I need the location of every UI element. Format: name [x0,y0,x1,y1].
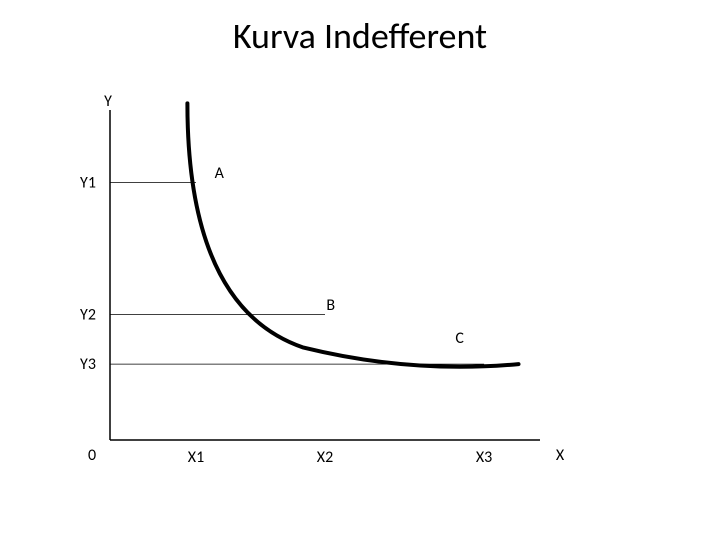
x-tick-label: X3 [476,448,492,467]
point-label: A [215,164,225,183]
point-label: C [455,329,464,348]
y-axis-label: Y [104,92,112,111]
y-tick-label: Y3 [80,355,96,374]
point-label: B [326,296,335,315]
page-title: Kurva Indefferent [0,14,720,58]
y-tick-label: Y2 [80,306,96,325]
indifference-curve [187,103,518,366]
y-tick-label: Y1 [80,174,96,193]
x-tick-label: X2 [317,448,333,467]
x-axis-label: X [556,446,565,465]
origin-label: 0 [88,446,96,465]
x-tick-label: X1 [188,448,204,467]
indifference-curve-chart: Y X 0 Y1 Y2 Y3 X1 X2 X3 A B C [50,90,600,500]
